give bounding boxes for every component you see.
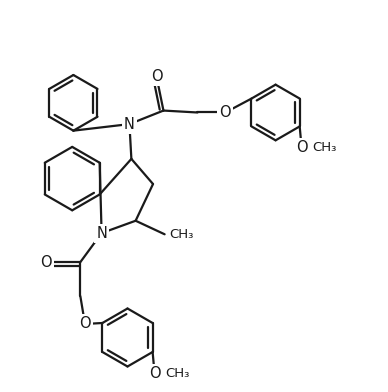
Text: O: O [79, 316, 91, 332]
Text: CH₃: CH₃ [165, 367, 190, 380]
Text: O: O [149, 366, 160, 381]
Text: N: N [124, 116, 135, 132]
Text: O: O [151, 69, 162, 84]
Text: CH₃: CH₃ [312, 141, 337, 154]
Text: CH₃: CH₃ [169, 228, 194, 241]
Text: O: O [40, 255, 52, 270]
Text: N: N [96, 226, 107, 241]
Text: O: O [296, 140, 307, 155]
Text: O: O [220, 105, 231, 120]
